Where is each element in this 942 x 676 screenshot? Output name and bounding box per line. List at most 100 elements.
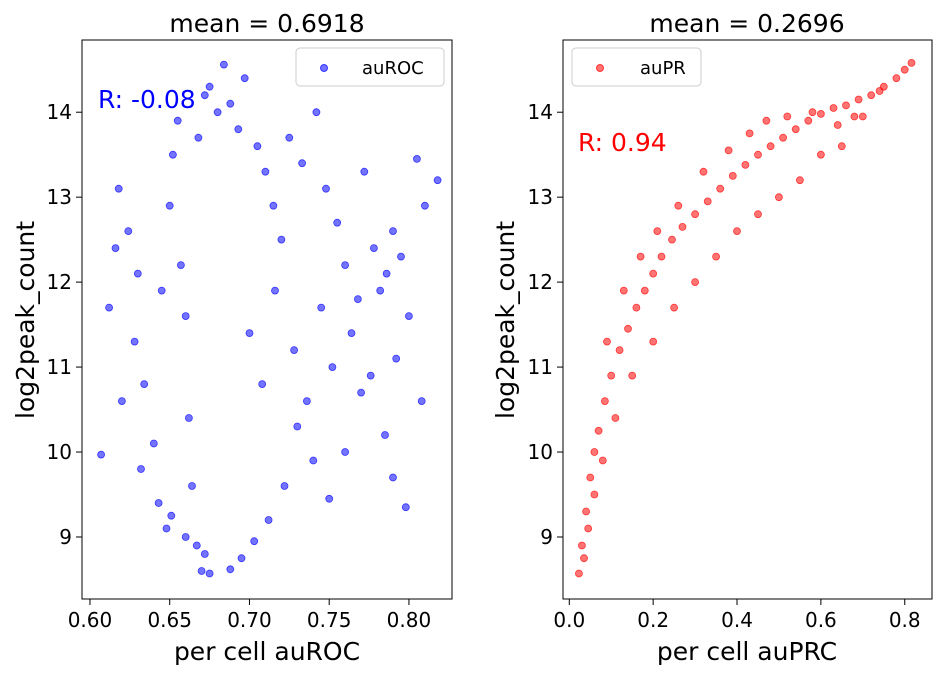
auprc-data-point xyxy=(632,303,641,312)
auprc-data-point xyxy=(833,121,842,129)
auprc-data-point xyxy=(783,112,792,121)
auprc-x-tick-label: 0.6 xyxy=(805,608,837,632)
auprc-data-point xyxy=(900,65,909,74)
auprc-y-tick-label: 13 xyxy=(528,185,553,209)
auroc-data-point xyxy=(114,184,123,193)
auroc-data-point xyxy=(192,541,201,550)
auroc-data-point xyxy=(290,346,299,355)
auroc-data-point xyxy=(397,252,405,261)
auprc-data-point xyxy=(624,324,632,333)
auprc-data-point xyxy=(691,210,699,219)
auroc-chart-title: mean = 0.6918 xyxy=(169,9,364,38)
auprc-data-point xyxy=(582,507,590,516)
auroc-data-point xyxy=(258,380,267,389)
auprc-data-point xyxy=(791,125,800,134)
auroc-data-point xyxy=(404,312,413,321)
auroc-data-point xyxy=(197,567,206,575)
auprc-legend-label: auPR xyxy=(640,58,686,79)
auroc-y-tick-label: 12 xyxy=(47,270,72,294)
auprc-data-point xyxy=(854,95,863,104)
auroc-data-point xyxy=(353,295,362,304)
auprc-data-point xyxy=(615,346,624,355)
auprc-x-ticks: 0.0 0.2 0.4 0.6 0.8 xyxy=(553,599,921,632)
auroc-data-point xyxy=(322,184,330,193)
auroc-data-point xyxy=(357,388,366,397)
auprc-data-point xyxy=(741,160,750,169)
auprc-data-point xyxy=(754,210,762,219)
auprc-data-point xyxy=(858,112,867,121)
auprc-x-tick-label: 0.8 xyxy=(889,608,921,632)
auroc-data-point xyxy=(420,201,429,210)
auroc-data-point xyxy=(392,354,401,363)
auprc-data-point xyxy=(653,227,662,236)
auprc-y-axis-title: log2peak_count xyxy=(491,221,520,419)
auroc-data-point xyxy=(213,108,222,117)
auroc-data-point xyxy=(130,337,139,346)
auroc-data-point xyxy=(226,565,235,574)
auroc-data-point xyxy=(285,133,294,142)
auroc-data-point xyxy=(381,431,389,439)
auroc-data-point xyxy=(298,159,307,168)
auprc-data-point xyxy=(796,176,804,185)
auroc-data-point xyxy=(389,227,397,236)
auprc-legend: auPR xyxy=(571,47,702,87)
auroc-data-point xyxy=(302,397,311,406)
auroc-data-point xyxy=(309,456,318,465)
auroc-data-point xyxy=(133,269,142,278)
auprc-data-point xyxy=(691,278,699,287)
auroc-x-axis-title: per cell auROC xyxy=(174,637,360,666)
auroc-data-point xyxy=(382,269,391,278)
auroc-data-point xyxy=(325,494,334,503)
auroc-legend-marker xyxy=(320,64,328,72)
auroc-data-point xyxy=(312,108,321,117)
auroc-legend-box xyxy=(295,47,445,87)
auroc-data-point xyxy=(389,473,397,482)
auprc-data-point xyxy=(649,269,658,278)
auroc-data-point xyxy=(200,550,209,558)
auroc-data-point xyxy=(173,116,182,125)
auprc-data-point xyxy=(907,59,916,67)
auroc-data-point xyxy=(269,201,278,210)
auprc-x-tick-label: 0.2 xyxy=(637,608,669,632)
auprc-x-axis-title: per cell auPRC xyxy=(657,637,837,666)
auroc-y-tick-label: 9 xyxy=(59,525,72,549)
auprc-axes-frame xyxy=(562,39,933,600)
auroc-data-point xyxy=(162,524,171,533)
auroc-scatter-panel: mean = 0.6918 0.60 0.65 0.70 0.75 0.80 9 10 11… xyxy=(11,9,453,666)
auroc-data-point xyxy=(341,261,350,270)
auprc-data-point xyxy=(733,227,741,236)
auprc-data-point xyxy=(584,524,593,533)
auprc-y-tick-label: 11 xyxy=(528,355,553,379)
auroc-x-tick-label: 0.60 xyxy=(68,608,113,632)
auroc-data-point xyxy=(360,167,369,176)
auprc-data-point xyxy=(829,104,838,112)
auprc-data-point xyxy=(724,146,733,155)
auprc-x-tick-label: 0.4 xyxy=(721,608,753,632)
auprc-data-point xyxy=(875,87,884,95)
auprc-legend-box xyxy=(571,47,702,87)
auroc-data-point xyxy=(347,329,356,338)
auprc-data-point xyxy=(817,110,825,118)
auroc-data-point xyxy=(253,142,262,151)
auroc-data-point xyxy=(200,91,209,100)
auprc-data-point xyxy=(580,554,588,563)
auprc-data-point xyxy=(575,569,583,578)
auroc-data-point xyxy=(167,511,176,520)
auroc-data-point xyxy=(176,261,185,270)
auroc-data-point xyxy=(165,201,174,210)
auroc-data-point xyxy=(271,286,279,295)
auroc-data-point xyxy=(433,176,442,185)
auprc-data-point xyxy=(590,490,599,499)
auroc-correlation-label: R: -0.08 xyxy=(98,85,196,114)
auprc-data-point xyxy=(619,286,628,295)
auroc-data-point xyxy=(111,244,120,253)
auroc-x-tick-label: 0.70 xyxy=(227,608,272,632)
auroc-data-point xyxy=(234,125,243,134)
auprc-data-point xyxy=(817,150,825,159)
auroc-data-point xyxy=(412,154,421,163)
auroc-data-point xyxy=(369,244,378,253)
auroc-y-tick-label: 14 xyxy=(47,100,72,124)
auprc-data-point xyxy=(598,456,607,465)
auroc-data-point xyxy=(137,465,145,473)
